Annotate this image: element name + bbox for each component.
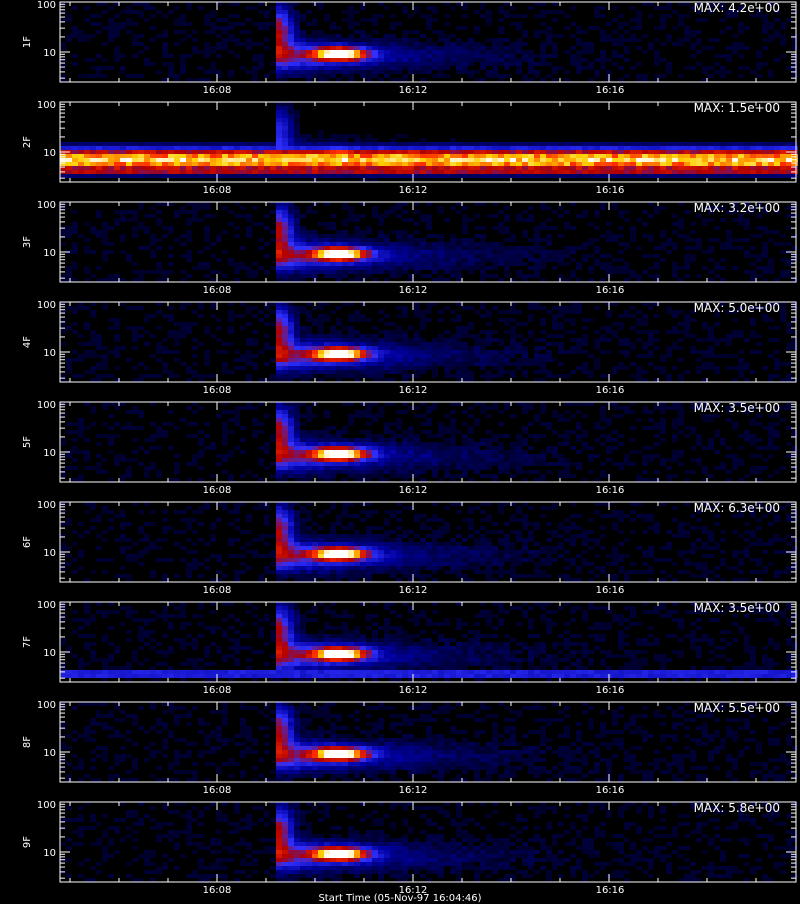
spectrogram-2f: 10 100 16:08 16:12 16:16 2F MAX: 1.5e+00 [0, 100, 800, 200]
max-label: MAX: 1.5e+00 [694, 101, 780, 115]
y-tick-label: 10 [43, 348, 56, 359]
y-tick-label: 10 [43, 548, 56, 559]
y-tick-label: 100 [37, 400, 56, 411]
spectrogram-8f: 10 100 16:08 16:12 16:16 8F MAX: 5.5e+00 [0, 700, 800, 800]
max-label: MAX: 6.3e+00 [694, 501, 780, 515]
spectrogram-6f: 10 100 16:08 16:12 16:16 6F MAX: 6.3e+00 [0, 500, 800, 600]
x-tick-label: 16:16 [596, 585, 625, 596]
x-tick-label: 16:08 [203, 285, 232, 296]
y-tick-label: 100 [37, 500, 56, 511]
max-label: MAX: 3.5e+00 [694, 401, 780, 415]
panel-name: 3F [22, 236, 33, 248]
panel-2f: 10 100 16:08 16:12 16:16 2F MAX: 1.5e+00 [0, 100, 800, 200]
x-tick-label: 16:16 [596, 185, 625, 196]
y-tick-label: 100 [37, 200, 56, 211]
max-label: MAX: 4.2e+00 [694, 1, 780, 15]
x-tick-label: 16:12 [399, 785, 428, 796]
x-tick-label: 16:16 [596, 485, 625, 496]
panel-name: 5F [22, 436, 33, 448]
panel-1f: 10 100 16:08 16:12 16:16 1F MAX: 4.2e+00 [0, 0, 800, 100]
max-label: MAX: 5.5e+00 [694, 701, 780, 715]
spectrogram-5f: 10 100 16:08 16:12 16:16 5F MAX: 3.5e+00 [0, 400, 800, 500]
panel-name: 6F [22, 536, 33, 548]
x-tick-label: 16:08 [203, 85, 232, 96]
x-tick-label: 16:16 [596, 285, 625, 296]
panel-6f: 10 100 16:08 16:12 16:16 6F MAX: 6.3e+00 [0, 500, 800, 600]
y-tick-label: 100 [37, 0, 56, 11]
panel-name: 7F [22, 636, 33, 648]
x-tick-label: 16:16 [596, 785, 625, 796]
max-label: MAX: 5.0e+00 [694, 301, 780, 315]
max-label: MAX: 3.2e+00 [694, 201, 780, 215]
panel-3f: 10 100 16:08 16:12 16:16 3F MAX: 3.2e+00 [0, 200, 800, 300]
x-tick-label: 16:08 [203, 685, 232, 696]
y-tick-label: 10 [43, 148, 56, 159]
x-tick-label: 16:16 [596, 685, 625, 696]
x-tick-label: 16:08 [203, 785, 232, 796]
spectrogram-1f: 10 100 16:08 16:12 16:16 1F MAX: 4.2e+00 [0, 0, 800, 100]
panel-name: 9F [22, 836, 33, 848]
panel-name: 1F [22, 36, 33, 48]
y-tick-label: 100 [37, 700, 56, 711]
x-tick-label: 16:08 [203, 185, 232, 196]
x-tick-label: 16:12 [399, 285, 428, 296]
y-tick-label: 100 [37, 100, 56, 111]
x-axis-label: Start Time (05-Nov-97 16:04:46) [0, 893, 800, 904]
panel-name: 8F [22, 736, 33, 748]
spectrogram-7f: 10 100 16:08 16:12 16:16 7F MAX: 3.5e+00 [0, 600, 800, 700]
spectrogram-4f: 10 100 16:08 16:12 16:16 4F MAX: 5.0e+00 [0, 300, 800, 400]
x-tick-label: 16:12 [399, 585, 428, 596]
max-label: MAX: 5.8e+00 [694, 801, 780, 815]
panel-name: 4F [22, 336, 33, 348]
x-tick-label: 16:12 [399, 385, 428, 396]
x-tick-label: 16:12 [399, 685, 428, 696]
y-tick-label: 10 [43, 48, 56, 59]
x-tick-label: 16:08 [203, 385, 232, 396]
x-tick-label: 16:12 [399, 485, 428, 496]
panel-5f: 10 100 16:08 16:12 16:16 5F MAX: 3.5e+00 [0, 400, 800, 500]
panel-8f: 10 100 16:08 16:12 16:16 8F MAX: 5.5e+00 [0, 700, 800, 800]
y-tick-label: 10 [43, 848, 56, 859]
x-tick-label: 16:08 [203, 485, 232, 496]
x-tick-label: 16:16 [596, 85, 625, 96]
spectrogram-3f: 10 100 16:08 16:12 16:16 3F MAX: 3.2e+00 [0, 200, 800, 300]
x-tick-label: 16:08 [203, 585, 232, 596]
y-tick-label: 10 [43, 748, 56, 759]
panel-4f: 10 100 16:08 16:12 16:16 4F MAX: 5.0e+00 [0, 300, 800, 400]
y-tick-label: 10 [43, 448, 56, 459]
y-tick-label: 100 [37, 300, 56, 311]
x-tick-label: 16:16 [596, 385, 625, 396]
y-tick-label: 10 [43, 248, 56, 259]
y-tick-label: 100 [37, 800, 56, 811]
y-tick-label: 10 [43, 648, 56, 659]
max-label: MAX: 3.5e+00 [694, 601, 780, 615]
panel-name: 2F [22, 136, 33, 148]
y-tick-label: 100 [37, 600, 56, 611]
x-tick-label: 16:12 [399, 185, 428, 196]
x-tick-label: 16:12 [399, 85, 428, 96]
panel-7f: 10 100 16:08 16:12 16:16 7F MAX: 3.5e+00 [0, 600, 800, 700]
